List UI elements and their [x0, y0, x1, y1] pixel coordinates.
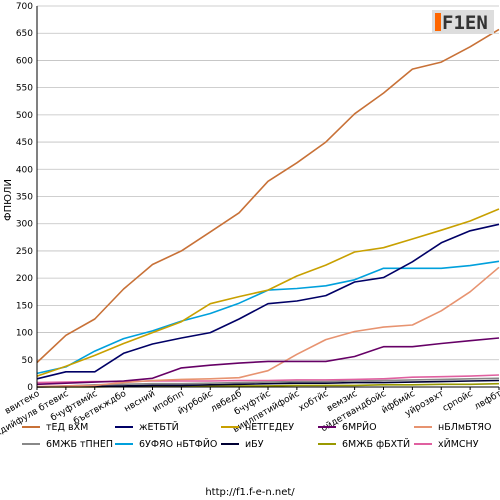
legend-item: тЕД вХМ	[22, 422, 88, 433]
series-line-5	[36, 266, 500, 388]
y-tick-label: 500	[16, 111, 33, 121]
y-tick-label: 600	[16, 56, 33, 66]
legend-item: нБЛмБТЯО	[414, 422, 491, 433]
legend-label: 6МЖБ фБХТЙ	[342, 438, 410, 450]
legend-item: иБУ	[221, 439, 264, 450]
y-tick-label: 50	[22, 356, 34, 366]
y-tick-label: 150	[16, 301, 33, 311]
legend-label: хЙМСНУ	[438, 438, 479, 450]
legend-label: 6УФЯО нБТФЙО	[139, 438, 217, 450]
f1en-logo: F1EN	[432, 10, 494, 34]
legend-item: нЕТГЕДЕУ	[221, 422, 294, 433]
y-tick-label: 700	[16, 2, 33, 12]
legend-item: 6МРЙО	[318, 421, 377, 433]
y-tick-label: 550	[16, 84, 33, 94]
legend-label: тЕД вХМ	[46, 422, 88, 433]
y-tick-label: 200	[16, 274, 33, 284]
series-line-4	[36, 337, 500, 386]
legend-item: 6МЖБ фБХТЙ	[318, 438, 410, 450]
series-line-8	[36, 379, 500, 388]
y-tick-label: 450	[16, 138, 33, 148]
legend-item: хЙМСНУ	[414, 438, 479, 450]
logo-text: F1EN	[442, 12, 488, 34]
y-tick-label: 650	[16, 29, 33, 39]
source-url[interactable]: http://f1.f-e-n.net/	[205, 487, 295, 498]
series-line-2	[36, 223, 500, 380]
legend-label: жЕТБТЙ	[139, 421, 179, 433]
legend-item: жЕТБТЙ	[115, 421, 179, 433]
y-tick-label: 300	[16, 220, 33, 230]
y-tick-label: 400	[16, 165, 33, 175]
legend-label: нБЛмБТЯО	[438, 422, 491, 433]
series-line-6	[36, 377, 500, 388]
y-tick-label: 250	[16, 247, 33, 257]
series-line-3	[36, 208, 500, 377]
y-axis-label: ФПЮЛИ	[3, 179, 14, 221]
legend-label: нЕТГЕДЕУ	[245, 422, 294, 433]
legend-label: 6МЖБ тПНЕП	[46, 439, 113, 450]
y-tick-label: 100	[16, 329, 33, 339]
legend: тЕД вХМ жЕТБТЙ нЕТГЕДЕУ 6МРЙО нБЛмБТЯО 6МЖБ т…	[22, 421, 491, 450]
legend-label: иБУ	[245, 439, 264, 450]
y-tick-labels: 0 50 100 150 200 250 300 350 400 450 500 550 600 650 7…	[16, 2, 33, 393]
axes	[36, 6, 500, 390]
legend-label: 6МРЙО	[342, 421, 377, 433]
legend-item: 6УФЯО нБТФЙО	[115, 438, 217, 450]
series-line-1	[36, 28, 500, 364]
y-tick-label: 0	[27, 383, 33, 393]
y-tick-label: 350	[16, 193, 33, 203]
logo-background	[432, 10, 494, 34]
legend-item: 6МЖБ тПНЕП	[22, 439, 113, 450]
logo-accent	[435, 13, 441, 31]
grid	[37, 5, 499, 361]
